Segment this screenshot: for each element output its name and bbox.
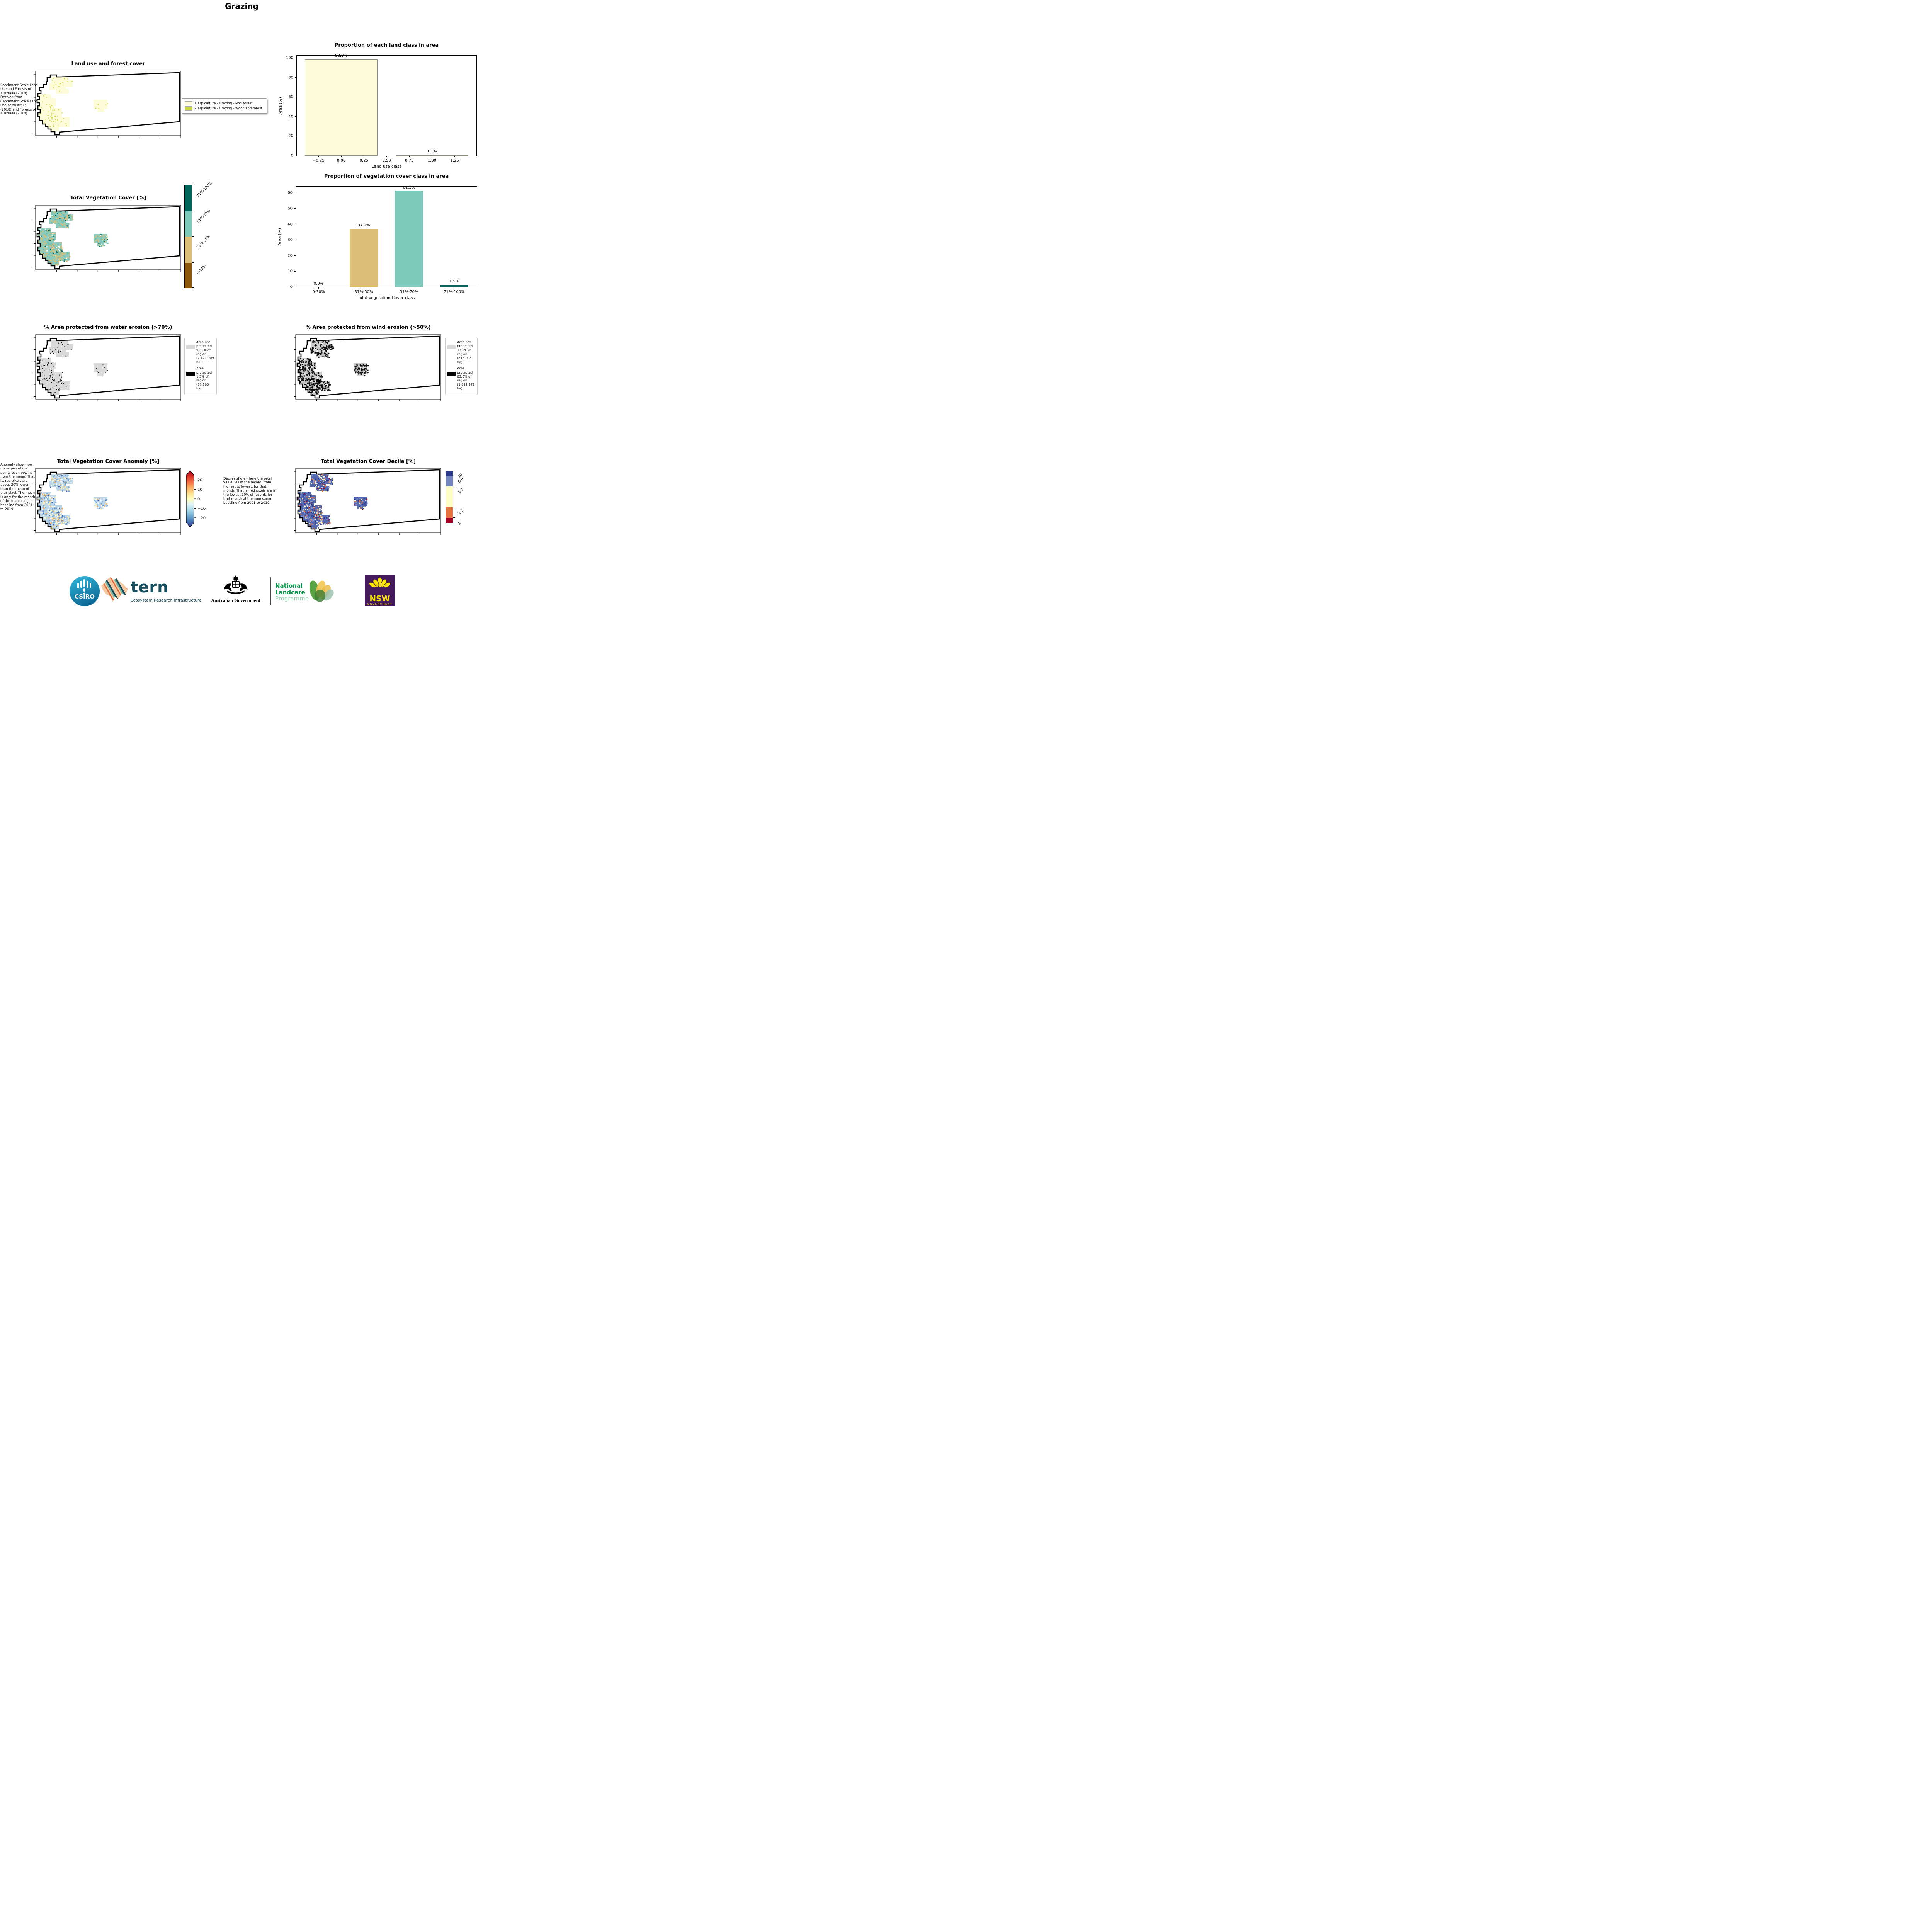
water-protected-swatch bbox=[186, 372, 195, 376]
svg-text:10: 10 bbox=[197, 488, 202, 492]
csiro-label: CSIRO bbox=[75, 593, 95, 600]
bar bbox=[440, 284, 468, 287]
tern-australia-icon bbox=[101, 577, 128, 602]
water-erosion-title: % Area protected from water erosion (>70… bbox=[44, 325, 172, 330]
bar bbox=[305, 59, 378, 156]
wind-protected-text: Area protected 63.0% of region (1,392,97… bbox=[457, 366, 475, 390]
veg-cover-map bbox=[34, 205, 181, 272]
land-use-map-annotation: Catchment Scale Land Use and Forests of … bbox=[0, 83, 38, 116]
wind-protected-swatch bbox=[447, 372, 456, 376]
landcare-wordmark: National Landcare Programme bbox=[275, 583, 309, 602]
landcare-line1: National bbox=[275, 582, 303, 589]
tern-label: tern bbox=[131, 578, 169, 596]
anomaly-colorbar: 20 10 0 −10 −20 bbox=[185, 470, 216, 529]
anomaly-map-title: Total Vegetation Cover Anomaly [%] bbox=[57, 459, 160, 464]
wind-notprotected-item: Area not protected 37.0% of region (818,… bbox=[447, 340, 476, 364]
australian-government-label: Australian Government bbox=[211, 598, 260, 603]
decile-map bbox=[294, 468, 441, 535]
wind-erosion-legend: Area not protected 37.0% of region (818,… bbox=[445, 338, 478, 395]
water-erosion-map bbox=[34, 334, 181, 401]
land-use-map bbox=[34, 71, 181, 138]
decile-colorbar: 10 8-9 4-7 2-3 1 bbox=[446, 471, 476, 526]
landcare-line2: Landcare bbox=[275, 588, 305, 596]
nonforest-swatch bbox=[185, 101, 192, 105]
decile-map-title: Total Vegetation Cover Decile [%] bbox=[321, 459, 416, 464]
veg-cover-map-title: Total Vegetation Cover [%] bbox=[70, 195, 146, 201]
land-class-chart: 0 20 40 60 80 100 Area (%) Land use class −0.25 0… bbox=[278, 54, 477, 169]
water-notprotected-item: Area not protected 98.5% of region (2,17… bbox=[186, 340, 215, 364]
svg-text:20: 20 bbox=[197, 478, 202, 483]
wind-protected-item: Area protected 63.0% of region (1,392,97… bbox=[447, 366, 476, 390]
csiro-logo: CSIRO bbox=[70, 576, 100, 606]
australian-coat-of-arms-icon bbox=[224, 575, 248, 594]
land-use-legend: 1 Agriculture - Grazing - Non forest 2 A… bbox=[182, 98, 267, 114]
bar bbox=[395, 155, 468, 156]
wind-erosion-title: % Area protected from wind erosion (>50%… bbox=[306, 325, 431, 330]
water-protected-text: Area protected 1.5% of region (33,166 ha… bbox=[196, 366, 212, 390]
landcare-leaves-icon bbox=[310, 580, 334, 602]
landcare-line3: Programme bbox=[275, 595, 309, 602]
veg-class-chart-title: Proportion of vegetation cover class in … bbox=[324, 173, 449, 179]
nsw-government-logo: NSW GOVERNMENT bbox=[365, 575, 395, 606]
water-notprotected-text: Area not protected 98.5% of region (2,17… bbox=[196, 340, 214, 364]
wind-notprotected-text: Area not protected 37.0% of region (818,… bbox=[457, 340, 473, 364]
logo-divider bbox=[270, 577, 271, 605]
veg-class-chart: 0 10 20 30 40 50 60 Area (%) Total Vegetation Co… bbox=[277, 185, 477, 300]
woodland-swatch bbox=[185, 106, 192, 111]
water-notprotected-swatch bbox=[186, 345, 195, 349]
water-protected-item: Area protected 1.5% of region (33,166 ha… bbox=[186, 366, 215, 390]
tern-subtitle: Ecosystem Research Infrastructure bbox=[131, 598, 202, 603]
veg-cover-colorbar: 71%-100% 51%-70% 31%-50% 0-30% bbox=[184, 181, 219, 288]
water-erosion-legend: Area not protected 98.5% of region (2,17… bbox=[184, 338, 217, 395]
svg-text:−20: −20 bbox=[197, 516, 206, 520]
nonforest-label: 1 Agriculture - Grazing - Non forest bbox=[194, 101, 253, 105]
bar bbox=[350, 228, 378, 287]
page-title: Grazing bbox=[225, 2, 259, 11]
anomaly-annotation: Anomaly show how many percetage points e… bbox=[0, 463, 35, 512]
nsw-label: NSW bbox=[369, 594, 390, 603]
legend-item-nonforest: 1 Agriculture - Grazing - Non forest bbox=[185, 101, 264, 105]
svg-text:−10: −10 bbox=[197, 507, 206, 511]
land-use-map-title: Land use and forest cover bbox=[71, 61, 145, 67]
legend-item-woodland: 2 Agriculture - Grazing - Woodland fores… bbox=[185, 106, 264, 111]
csiro-hand-icon bbox=[77, 579, 91, 595]
svg-text:0: 0 bbox=[197, 497, 200, 502]
nsw-waratah-icon bbox=[369, 577, 391, 593]
anomaly-map bbox=[34, 468, 181, 535]
woodland-label: 2 Agriculture - Grazing - Woodland fores… bbox=[194, 106, 262, 111]
land-class-chart-title: Proportion of each land class in area bbox=[334, 43, 439, 48]
wind-notprotected-swatch bbox=[447, 345, 456, 349]
decile-annotation: Deciles show where the pixel value lies … bbox=[223, 477, 276, 505]
wind-erosion-map bbox=[294, 334, 441, 401]
report-page: Grazing Land use and forest cover Catchm… bbox=[0, 0, 483, 611]
nsw-sub-label: GOVERNMENT bbox=[367, 602, 393, 605]
bar bbox=[395, 190, 423, 287]
